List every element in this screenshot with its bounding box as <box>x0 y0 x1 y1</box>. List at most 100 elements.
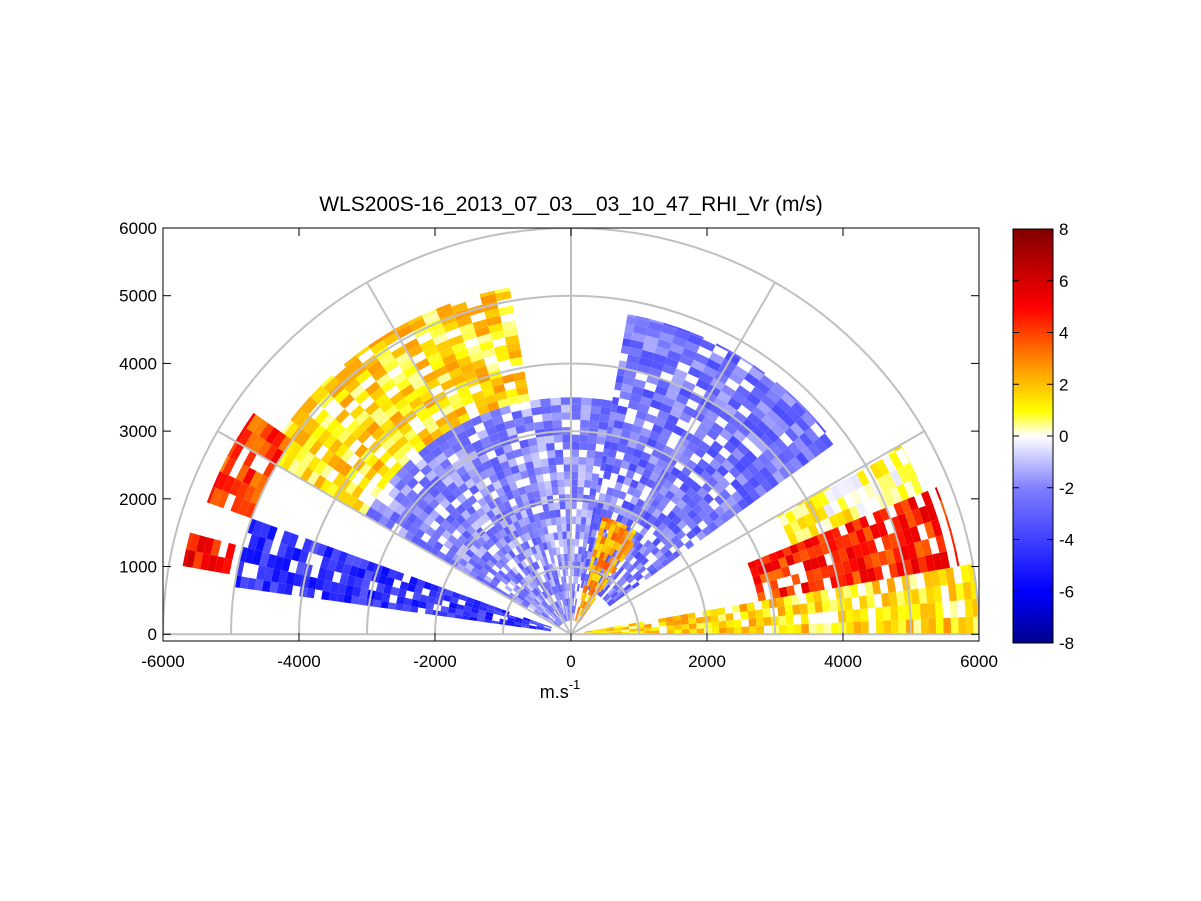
velocity-cell <box>494 606 503 613</box>
velocity-cell <box>671 504 682 516</box>
velocity-cell <box>415 383 430 397</box>
x-tick-label: 0 <box>566 652 575 671</box>
velocity-cell <box>604 463 614 473</box>
velocity-cell <box>487 401 500 412</box>
velocity-cell <box>403 597 413 607</box>
velocity-cell <box>356 567 367 579</box>
velocity-cell <box>719 627 727 635</box>
velocity-cell <box>540 602 547 609</box>
velocity-cell <box>514 511 523 521</box>
velocity-cell <box>373 599 382 608</box>
velocity-cell <box>728 350 742 359</box>
velocity-cell <box>461 330 477 342</box>
velocity-cell <box>626 541 635 550</box>
velocity-cell <box>426 352 442 365</box>
velocity-cell <box>728 435 742 449</box>
velocity-cell <box>590 480 598 489</box>
velocity-cell <box>477 613 486 620</box>
velocity-cell <box>266 553 277 569</box>
velocity-cell <box>796 516 808 530</box>
velocity-cell <box>782 546 793 557</box>
velocity-cell <box>503 534 512 544</box>
velocity-cell <box>765 428 780 443</box>
velocity-cell <box>643 539 653 549</box>
velocity-cell <box>425 469 438 482</box>
velocity-cell <box>494 390 508 402</box>
velocity-cell <box>651 423 664 435</box>
velocity-cell <box>761 414 776 429</box>
colorbar-tick-label: 6 <box>1059 272 1068 291</box>
velocity-cell <box>454 406 468 418</box>
velocity-cell <box>448 334 464 347</box>
velocity-cell <box>408 465 421 478</box>
velocity-cell <box>593 458 602 467</box>
velocity-cell <box>624 323 635 333</box>
velocity-cell <box>784 605 794 616</box>
velocity-cell <box>681 465 693 477</box>
velocity-cell <box>594 451 604 460</box>
velocity-cell <box>666 473 678 484</box>
velocity-cell <box>262 538 274 554</box>
velocity-cell <box>271 431 287 449</box>
azimuth-spoke <box>570 430 925 636</box>
velocity-cell <box>468 570 478 580</box>
velocity-cell <box>683 476 696 488</box>
velocity-cell <box>599 628 607 631</box>
velocity-cell <box>666 625 675 631</box>
velocity-cell <box>649 471 660 482</box>
velocity-cell <box>419 338 436 352</box>
velocity-cell <box>612 488 621 498</box>
velocity-cell <box>521 623 530 627</box>
velocity-cell <box>939 551 950 569</box>
velocity-cell <box>581 592 586 601</box>
velocity-cell <box>389 511 401 523</box>
velocity-cell <box>474 326 490 338</box>
velocity-cell <box>669 343 685 355</box>
velocity-cell <box>358 597 367 606</box>
velocity-cell <box>615 374 624 384</box>
velocity-cell <box>821 600 831 613</box>
velocity-cell <box>520 509 528 519</box>
velocity-cell <box>509 356 524 367</box>
velocity-cell <box>647 320 664 332</box>
velocity-cell <box>195 535 208 553</box>
velocity-cell <box>772 470 785 484</box>
velocity-cell <box>489 408 502 419</box>
velocity-cell <box>430 584 440 593</box>
velocity-cell <box>455 465 468 477</box>
velocity-cell <box>666 414 679 426</box>
velocity-cell <box>369 387 386 402</box>
velocity-cell <box>704 464 717 476</box>
velocity-cell <box>820 589 830 602</box>
velocity-cell <box>687 366 703 379</box>
velocity-cell <box>339 393 355 409</box>
velocity-cell <box>380 601 389 609</box>
velocity-cell <box>687 509 698 520</box>
velocity-cell <box>560 607 564 615</box>
velocity-cell <box>566 531 571 539</box>
velocity-cell <box>709 608 718 616</box>
velocity-cell <box>352 586 362 598</box>
velocity-cell <box>577 486 584 495</box>
velocity-cell <box>670 494 681 505</box>
velocity-cell <box>401 519 413 531</box>
velocity-cell <box>756 625 765 635</box>
velocity-cell <box>490 579 499 587</box>
velocity-cell <box>629 495 639 506</box>
velocity-cell <box>528 605 536 611</box>
velocity-cell <box>469 351 484 363</box>
velocity-cell <box>590 529 597 538</box>
velocity-cell <box>553 621 561 627</box>
velocity-cell <box>420 464 433 476</box>
velocity-cell <box>507 532 516 542</box>
velocity-cell <box>499 537 508 547</box>
velocity-cell <box>609 411 617 420</box>
velocity-cell <box>370 340 387 355</box>
velocity-cell <box>280 454 295 472</box>
velocity-cell <box>473 599 482 606</box>
velocity-cell <box>540 405 552 415</box>
velocity-cell <box>652 465 663 476</box>
velocity-cell <box>481 386 495 398</box>
velocity-cell <box>355 345 371 358</box>
velocity-cell <box>852 609 862 622</box>
